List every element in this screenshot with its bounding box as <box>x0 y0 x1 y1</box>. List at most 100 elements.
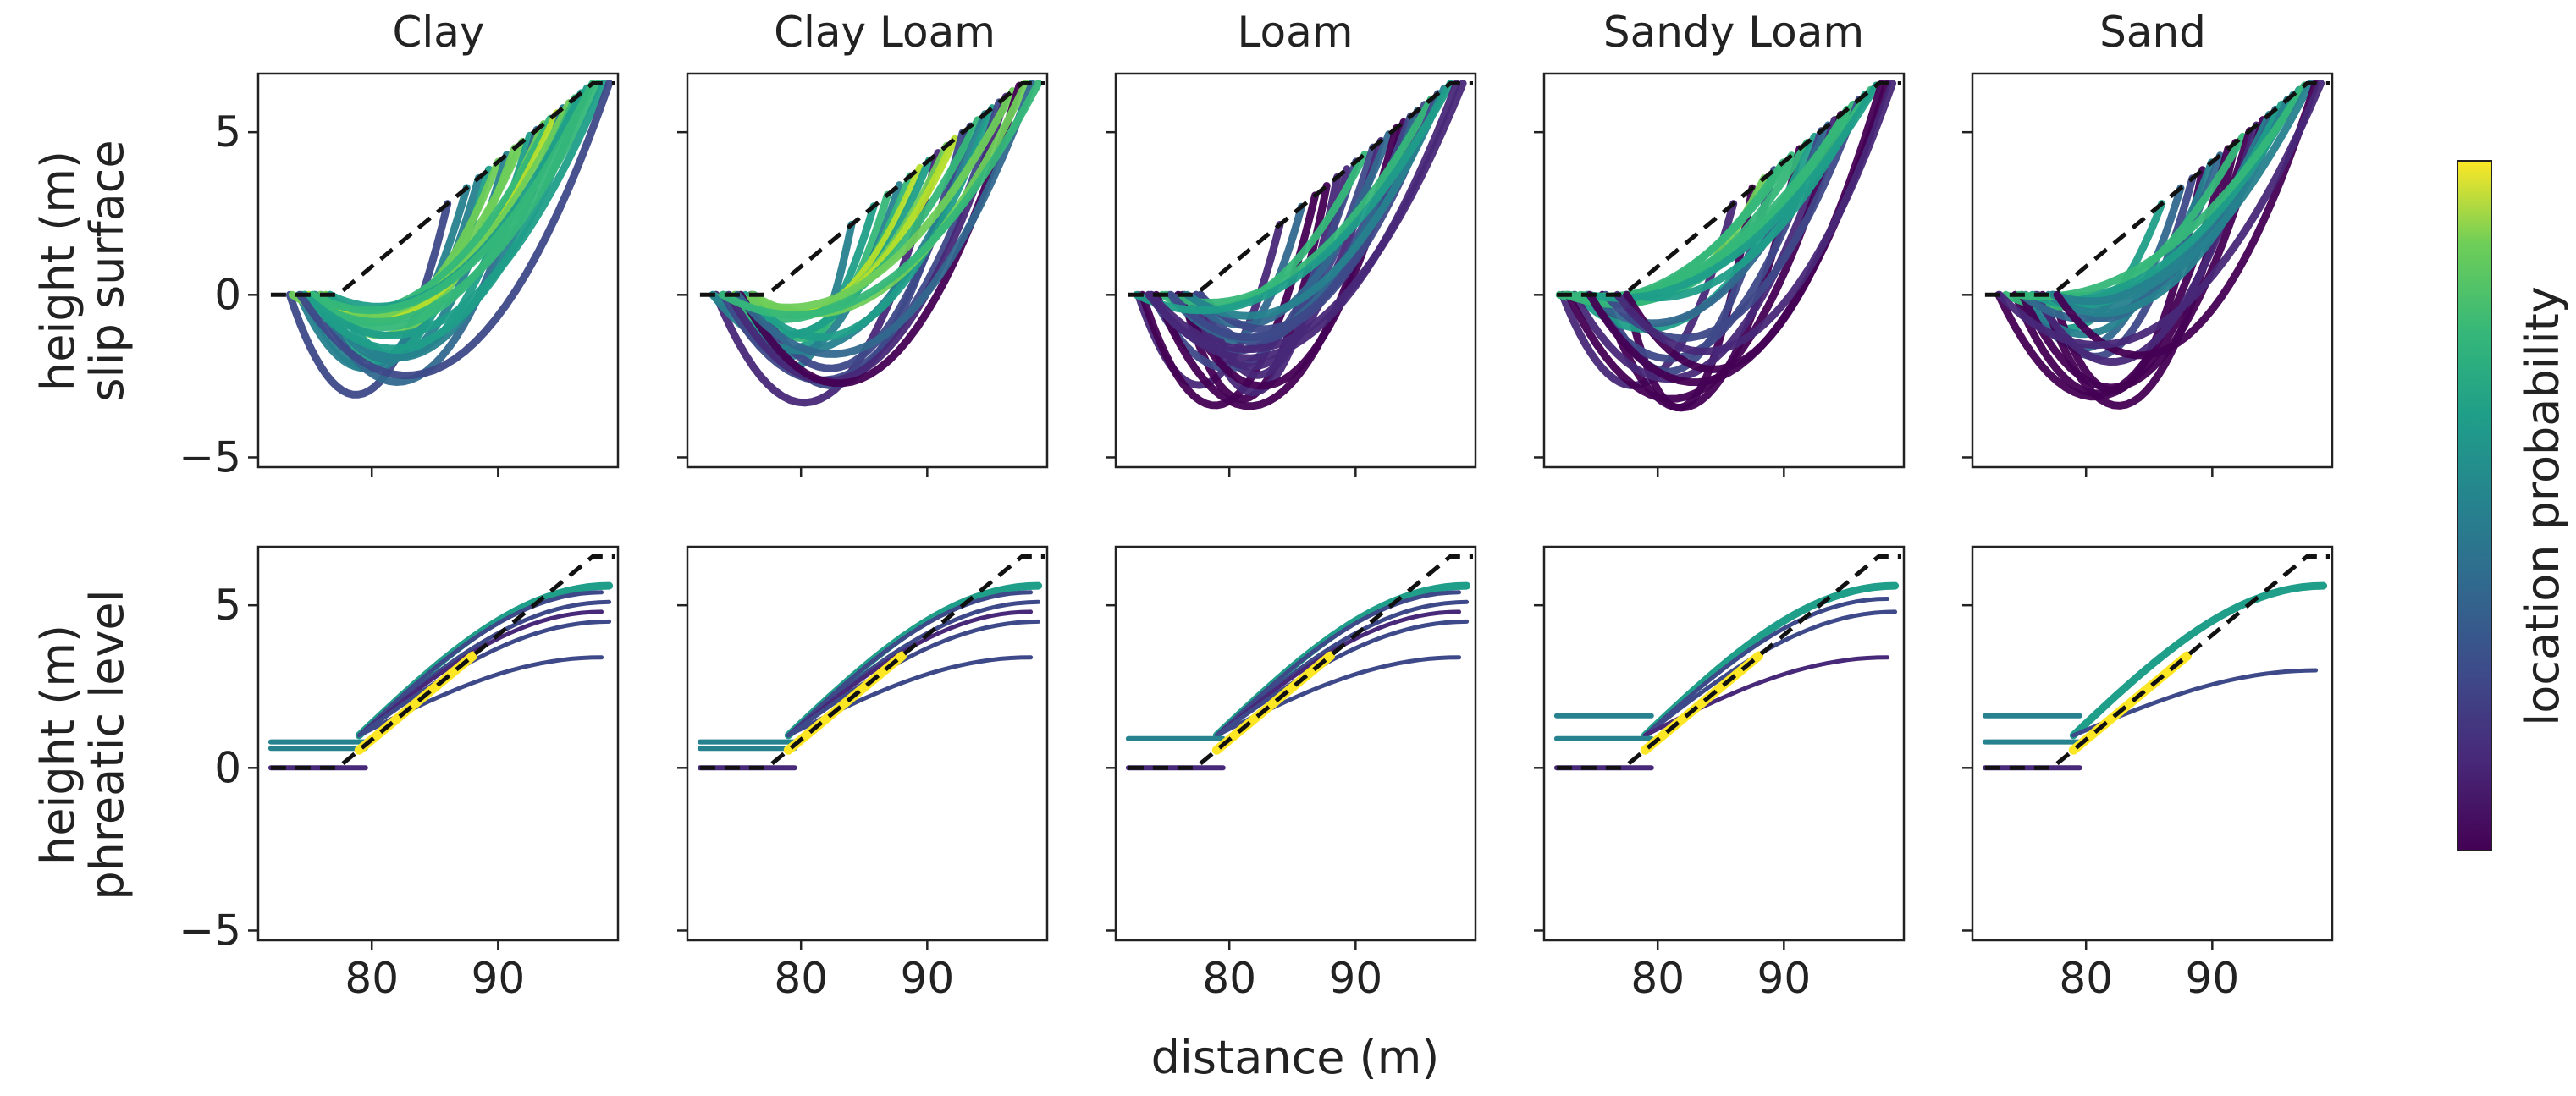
panel-sandy-loam-phreatic: 80 90 <box>1534 545 1906 1003</box>
phreatic-level-curve <box>356 619 612 738</box>
slope-profile-line <box>699 554 1045 770</box>
slip-surface-curve <box>1147 80 1467 354</box>
panel-title-sand: Sand <box>2099 8 2206 57</box>
x-axis-label: distance (m) <box>1151 1031 1440 1084</box>
phreatic-level-curve <box>1214 590 1462 738</box>
y-tick-label: 5 <box>214 107 241 157</box>
panel-loam-slip <box>1106 72 1477 477</box>
phreatic-level-curve <box>786 619 1041 738</box>
x-tick-label: 90 <box>2186 954 2240 1003</box>
ylabel-row-slip-line1: height (m) <box>31 151 85 391</box>
panel-sand-phreatic: 80 90 <box>1962 545 2334 1003</box>
slip-surface-curve <box>1584 81 1880 302</box>
panel-clay-phreatic: −5 0 5 80 90 <box>179 545 620 1003</box>
slip-surface-curve <box>298 80 603 326</box>
x-tick-label: 90 <box>901 954 955 1003</box>
phreatic-level-curve <box>356 590 604 738</box>
panel-frame <box>1114 545 1477 942</box>
slip-surface-curve <box>1183 85 1448 320</box>
panel-title-sandy-loam: Sandy Loam <box>1603 8 1864 57</box>
slip-surface-curve <box>725 92 1010 385</box>
curve-layer <box>699 80 1045 407</box>
panel-sandy-loam-slip <box>1534 72 1906 477</box>
panel-frame <box>686 72 1049 469</box>
slope-profile-line <box>1128 81 1473 297</box>
panel-title-clay-loam: Clay Loam <box>774 8 996 57</box>
panel-frame <box>1114 72 1477 469</box>
panel-title-loam: Loam <box>1238 8 1354 57</box>
phreatic-level-hotspot <box>1211 651 1336 755</box>
x-tick-label: 80 <box>1202 954 1256 1003</box>
x-tick-label: 90 <box>1329 954 1383 1003</box>
phreatic-level-hotspot <box>2068 651 2193 755</box>
slip-surface-curve <box>2049 80 2314 306</box>
phreatic-level-curve <box>2069 581 2328 740</box>
phreatic-level-curve <box>786 590 1034 738</box>
curve-layer <box>268 554 615 771</box>
y-tick-label: −5 <box>179 432 241 482</box>
phreatic-level-curve <box>1214 619 1470 738</box>
panel-grid: −5 0 5 −5 0 5 80 90 80 90 80 90 80 90 80 90 <box>179 72 2334 1003</box>
curve-layer <box>1553 554 1901 771</box>
panel-frame <box>1542 545 1906 942</box>
slope-profile-line <box>270 554 615 770</box>
panel-loam-phreatic: 80 90 <box>1106 545 1477 1003</box>
ylabel-row-phreatic-line1: height (m) <box>31 625 85 865</box>
slip-surface-curve <box>2018 116 2267 392</box>
slope-profile-line <box>1128 554 1473 770</box>
curve-layer <box>1984 80 2330 410</box>
panel-frame <box>1542 72 1906 469</box>
curve-layer <box>1128 80 1473 410</box>
y-tick-label: 5 <box>214 581 241 630</box>
slip-surface-curve <box>1613 80 1897 355</box>
curve-layer <box>1982 554 2330 771</box>
panel-frame <box>686 545 1049 942</box>
slip-surface-curve <box>2044 96 2292 317</box>
x-tick-label: 80 <box>2059 954 2113 1003</box>
y-tick-label: −5 <box>179 906 241 955</box>
colorbar <box>2457 160 2492 851</box>
panel-clay-loam-phreatic: 80 90 <box>677 545 1049 1003</box>
panel-clay-slip: −5 0 5 <box>179 72 620 482</box>
phreatic-level-hotspot <box>354 651 478 755</box>
panel-frame <box>1971 545 2334 942</box>
slope-profile-line <box>699 81 1045 297</box>
slip-surface-curve <box>1133 80 1454 315</box>
phreatic-level-hotspot <box>783 651 907 755</box>
colorbar-label: location probability <box>2516 286 2569 726</box>
slope-profile-line <box>1556 81 1901 297</box>
phreatic-level-hotspot <box>1640 651 1764 755</box>
slip-surface-curve <box>719 80 1043 319</box>
panel-title-clay: Clay <box>392 8 484 57</box>
x-tick-label: 90 <box>1757 954 1812 1003</box>
slope-profile-line <box>270 81 615 297</box>
ylabel-row-phreatic-line2: phreatic level <box>80 589 134 900</box>
x-tick-label: 90 <box>472 954 526 1003</box>
curve-layer <box>1555 80 1901 412</box>
slip-surface-curve <box>308 80 597 315</box>
panel-frame <box>256 72 620 469</box>
ylabel-row-phreatic: height (m) phreatic level <box>31 589 134 900</box>
phreatic-level-curve <box>1642 597 1890 738</box>
panel-sand-slip <box>1962 72 2334 477</box>
slope-profile-line <box>1556 554 1901 770</box>
curve-layer <box>1125 554 1473 771</box>
slip-surface-curve <box>742 104 996 342</box>
y-tick-label: 0 <box>214 743 241 792</box>
y-tick-label: 0 <box>214 270 241 319</box>
slope-profile-line <box>1984 81 2330 297</box>
slip-surface-curve <box>1995 80 2325 350</box>
slip-surface-curve <box>733 80 1036 358</box>
ylabel-row-slip: height (m) slip surface <box>31 140 134 401</box>
slip-surface-curve <box>301 80 608 339</box>
panel-frame <box>1971 72 2334 469</box>
slip-surface-curve <box>1161 95 1436 307</box>
x-tick-label: 80 <box>774 954 828 1003</box>
panel-clay-loam-slip <box>677 72 1049 477</box>
ylabel-row-slip-line2: slip surface <box>80 140 134 401</box>
panel-frame <box>256 545 620 942</box>
slope-profile-line <box>1984 554 2330 770</box>
curve-layer <box>270 80 615 399</box>
x-tick-label: 80 <box>1630 954 1685 1003</box>
